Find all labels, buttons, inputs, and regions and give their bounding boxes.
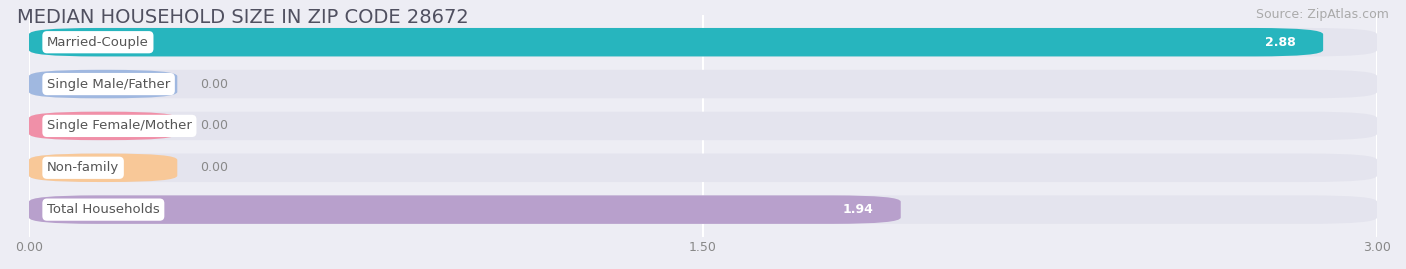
Text: Total Households: Total Households (46, 203, 160, 216)
FancyBboxPatch shape (30, 28, 1376, 56)
FancyBboxPatch shape (30, 112, 1376, 140)
Text: Single Female/Mother: Single Female/Mother (46, 119, 191, 132)
FancyBboxPatch shape (30, 28, 1323, 56)
FancyBboxPatch shape (30, 195, 901, 224)
FancyBboxPatch shape (30, 154, 1376, 182)
Text: 0.00: 0.00 (200, 161, 228, 174)
FancyBboxPatch shape (30, 112, 177, 140)
Text: MEDIAN HOUSEHOLD SIZE IN ZIP CODE 28672: MEDIAN HOUSEHOLD SIZE IN ZIP CODE 28672 (17, 8, 468, 27)
Text: 0.00: 0.00 (200, 119, 228, 132)
Text: Source: ZipAtlas.com: Source: ZipAtlas.com (1256, 8, 1389, 21)
Text: Single Male/Father: Single Male/Father (46, 77, 170, 91)
Text: Non-family: Non-family (46, 161, 120, 174)
FancyBboxPatch shape (30, 154, 177, 182)
FancyBboxPatch shape (30, 70, 177, 98)
FancyBboxPatch shape (30, 70, 1376, 98)
Text: 2.88: 2.88 (1265, 36, 1296, 49)
Text: 1.94: 1.94 (844, 203, 873, 216)
Text: Married-Couple: Married-Couple (46, 36, 149, 49)
Text: 0.00: 0.00 (200, 77, 228, 91)
FancyBboxPatch shape (30, 195, 1376, 224)
